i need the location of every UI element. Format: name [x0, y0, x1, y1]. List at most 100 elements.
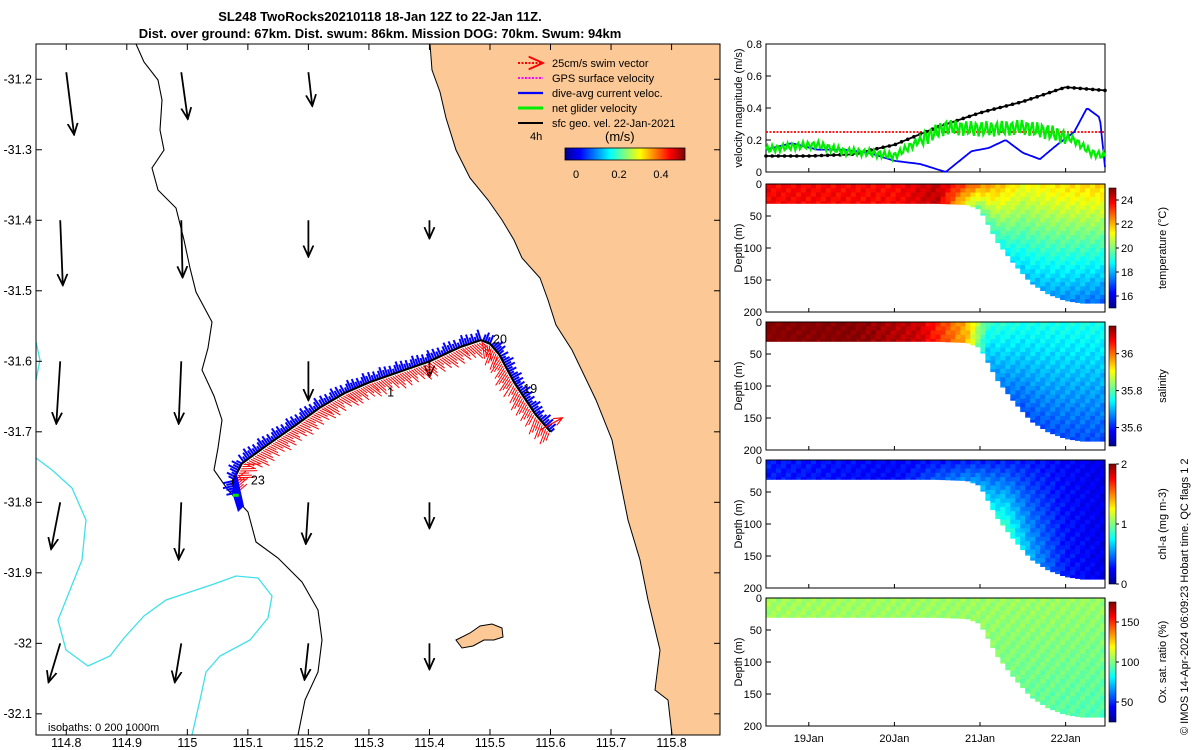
section-cell [1055, 464, 1061, 470]
section-cell [1010, 381, 1016, 387]
section-cell [1070, 428, 1076, 434]
section-cell [1045, 472, 1051, 478]
section-cell [1000, 606, 1006, 612]
section-ylabel: Depth (m) [733, 638, 745, 687]
section-cell [895, 188, 902, 194]
section-cell [870, 615, 877, 618]
dive-current-vector [222, 484, 234, 490]
section-cell [995, 205, 1001, 211]
section-cell [1015, 201, 1021, 206]
section-cell [950, 184, 957, 189]
section-cell [1045, 506, 1051, 512]
section-cell [1075, 494, 1081, 499]
section-cell [865, 188, 872, 194]
section-cell [1085, 265, 1091, 270]
section-cell [990, 636, 996, 642]
section-cell [1045, 415, 1051, 421]
section-cell [1065, 602, 1071, 608]
section-cell [1000, 381, 1006, 387]
section-colorbar [1108, 601, 1117, 723]
section-cell [960, 192, 966, 198]
section-cell [1045, 277, 1051, 283]
section-cell [1095, 498, 1101, 504]
section-cell [1025, 691, 1031, 694]
section-cell [1090, 290, 1096, 296]
section-cell [910, 598, 917, 603]
section-cell [1020, 222, 1026, 228]
section-cell [930, 339, 937, 342]
section-cell [905, 192, 912, 198]
section-cell [835, 339, 842, 342]
map-xtick-label: 115.1 [233, 736, 263, 750]
section-cell [1090, 286, 1096, 292]
section-cell [1095, 566, 1101, 572]
section-cell [1070, 494, 1076, 499]
section-cell [1095, 188, 1101, 194]
section-cell [1055, 209, 1061, 215]
section-cell [1045, 553, 1051, 559]
section-cell [935, 468, 942, 474]
section-cell [1070, 696, 1076, 701]
section-cell [1015, 403, 1021, 407]
swim-vector [297, 425, 314, 435]
section-cell [1030, 373, 1036, 379]
section-cell [1065, 273, 1071, 279]
section-cell [1090, 218, 1096, 223]
section-cell [1020, 477, 1026, 482]
section-cell [1075, 623, 1081, 629]
section-cell [1085, 188, 1091, 194]
section-cell [1080, 708, 1086, 714]
section-cell [1020, 506, 1026, 512]
swim-vector [537, 425, 543, 438]
section-cell [1095, 368, 1101, 374]
section-ytick-label: 50 [750, 349, 762, 361]
dive-current-vector [237, 454, 245, 463]
section-cell [1005, 506, 1011, 512]
section-cell [965, 610, 971, 616]
section-cell [1065, 657, 1071, 663]
section-cell [820, 602, 827, 608]
section-cell [1090, 687, 1096, 693]
section-cell [1090, 294, 1096, 300]
section-cell [1040, 243, 1046, 249]
section-cell [850, 184, 857, 189]
section-cell [1080, 201, 1086, 206]
section-cell [1050, 670, 1056, 676]
section-cell [1030, 265, 1036, 270]
section-cell [1040, 515, 1046, 521]
section-cell [1035, 502, 1041, 508]
section-cell [960, 188, 966, 194]
figure-title-line1: SL248 TwoRocks20210118 18-Jan 12Z to 22-… [218, 9, 542, 24]
section-cell [1035, 657, 1041, 663]
section-cell [1095, 428, 1101, 434]
section-cell [1000, 468, 1006, 474]
section-cell [1065, 489, 1071, 495]
section-cell [1095, 485, 1101, 491]
section-cell [830, 184, 837, 189]
swim-vector [448, 354, 458, 361]
section-cell [1100, 273, 1106, 279]
section-cell [1100, 360, 1106, 366]
section-cell [1020, 657, 1026, 663]
section-cell [850, 606, 857, 612]
section-cell [1090, 704, 1096, 710]
section-cell [985, 192, 991, 198]
section-cell [1085, 424, 1091, 430]
section-cell [975, 184, 981, 189]
section-cell [1005, 248, 1011, 253]
section-cell [1010, 632, 1016, 637]
section-cell [1070, 524, 1076, 529]
section-cell [1100, 407, 1106, 413]
section-cell [970, 598, 976, 603]
dive-current-vector [510, 371, 519, 377]
section-cell [1075, 398, 1081, 404]
section-cell [1020, 188, 1026, 194]
dive-current-vector [529, 400, 537, 407]
section-cell [970, 468, 976, 474]
swim-vector [446, 355, 459, 365]
section-cell [1020, 485, 1026, 491]
swim-vector [443, 356, 460, 368]
section-cell [840, 615, 847, 618]
section-cell [1010, 326, 1016, 332]
